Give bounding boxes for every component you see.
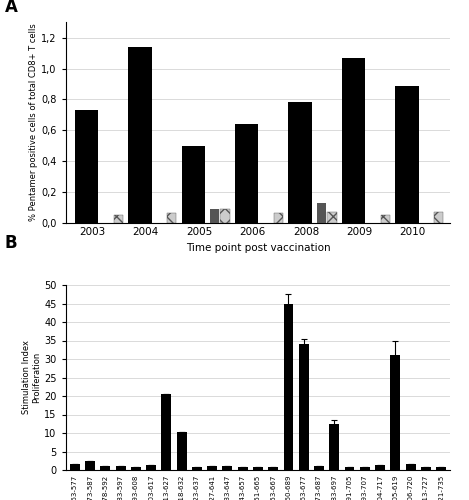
Bar bbox=[284, 304, 294, 470]
Bar bbox=[85, 462, 95, 470]
Bar bbox=[434, 212, 443, 222]
Bar bbox=[327, 212, 337, 222]
X-axis label: Time point post vaccination: Time point post vaccination bbox=[186, 243, 330, 253]
Bar bbox=[299, 344, 309, 470]
Bar bbox=[100, 466, 110, 470]
Bar bbox=[395, 86, 419, 222]
Text: A: A bbox=[5, 0, 17, 16]
Bar bbox=[177, 432, 187, 470]
Bar bbox=[317, 202, 326, 222]
Bar bbox=[235, 124, 258, 222]
Bar bbox=[167, 214, 176, 222]
Text: B: B bbox=[5, 234, 17, 252]
Bar bbox=[131, 467, 141, 470]
Bar bbox=[288, 102, 312, 222]
Y-axis label: Stimulation Index
Proliferation: Stimulation Index Proliferation bbox=[22, 340, 41, 414]
Bar bbox=[380, 215, 390, 222]
Bar bbox=[220, 208, 230, 222]
Bar bbox=[146, 465, 156, 470]
Bar bbox=[329, 424, 339, 470]
Bar bbox=[182, 146, 205, 222]
Bar bbox=[342, 58, 365, 222]
Bar bbox=[345, 468, 355, 470]
Bar bbox=[222, 466, 232, 470]
Bar bbox=[253, 467, 263, 470]
Bar bbox=[436, 467, 446, 470]
Bar bbox=[70, 464, 80, 470]
Bar bbox=[268, 466, 278, 470]
Bar bbox=[406, 464, 416, 470]
Bar bbox=[210, 208, 219, 222]
Bar bbox=[192, 468, 202, 470]
Bar bbox=[113, 215, 123, 222]
Bar bbox=[421, 466, 431, 470]
Bar bbox=[238, 466, 248, 470]
Y-axis label: % Pentamer positive cells of total CD8+ T cells: % Pentamer positive cells of total CD8+ … bbox=[30, 24, 38, 222]
Bar bbox=[314, 466, 324, 470]
Bar bbox=[161, 394, 171, 470]
Bar bbox=[75, 110, 98, 222]
Bar bbox=[207, 466, 217, 470]
Bar bbox=[116, 466, 126, 470]
Bar bbox=[375, 465, 385, 470]
Bar bbox=[360, 466, 370, 470]
Bar bbox=[390, 356, 400, 470]
Legend: 613-621, 672-681, HIV control: 613-621, 672-681, HIV control bbox=[166, 322, 350, 338]
Bar bbox=[274, 214, 283, 222]
Bar bbox=[128, 47, 151, 222]
